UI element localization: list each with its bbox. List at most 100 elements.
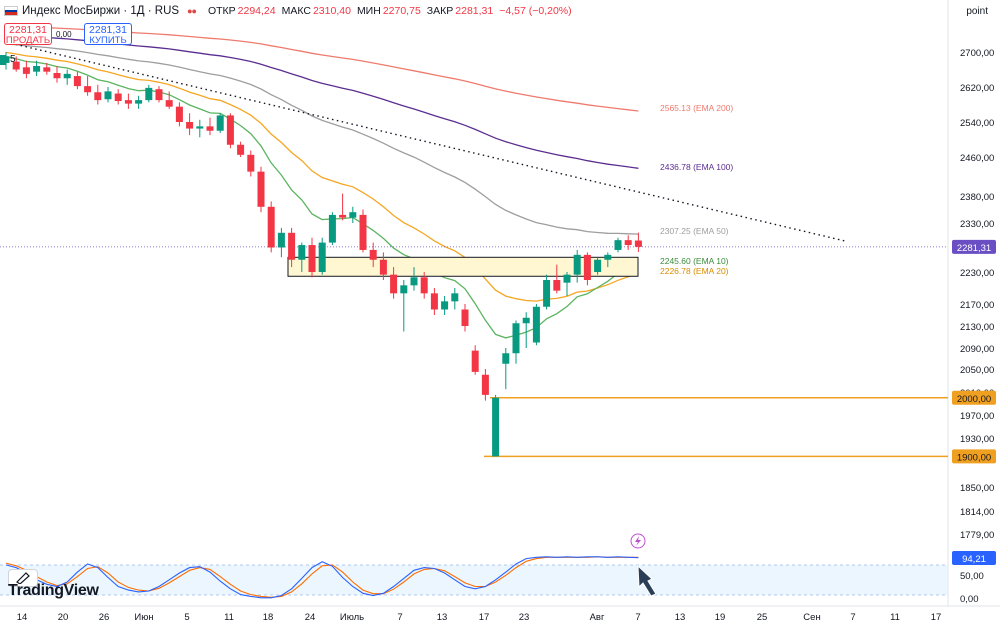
candle-body — [226, 115, 234, 145]
candle-body — [522, 317, 530, 324]
annotation-arrow-icon — [637, 564, 657, 597]
buy-button[interactable]: 2281,31 КУПИТЬ — [84, 23, 132, 46]
change-value: −4,57 (−0,20%) — [499, 5, 572, 17]
candle-body — [379, 259, 387, 275]
time-tick-label: Авг — [590, 612, 605, 623]
ema-label-3: 2307.25 (EMA 50) — [660, 226, 729, 236]
candle-body — [369, 249, 377, 260]
time-tick-label: 11 — [224, 612, 234, 623]
sell-button[interactable]: 2281,31 ПРОДАТЬ — [4, 23, 52, 46]
price-tick-label: 2130,00 — [960, 322, 994, 333]
time-tick-label: Сен — [803, 612, 820, 623]
low-value: 2270,75 — [382, 5, 421, 17]
candle-body — [155, 89, 163, 101]
indicator-dots-icon[interactable]: ●● — [187, 6, 197, 16]
pencil-icon — [16, 572, 30, 584]
candle-body — [186, 122, 194, 129]
lightning-icon — [635, 536, 641, 546]
ema-label-1: 2565.13 (EMA 200) — [660, 103, 733, 113]
stoch-tick-label: 50,00 — [960, 571, 984, 582]
candle-body — [614, 240, 622, 250]
candle-body — [573, 254, 581, 275]
time-tick-label: 19 — [715, 612, 726, 623]
time-tick-label: 7 — [397, 612, 402, 623]
ema-label-2: 2436.78 (EMA 100) — [660, 162, 733, 172]
symbol-header: Индекс МосБиржи · 1Д · RUS ●● ОТКР 2294,2… — [0, 0, 572, 22]
close-value: 2281,31 — [455, 5, 494, 17]
price-tick-label: 2620,00 — [960, 83, 994, 94]
candle-body — [206, 126, 214, 131]
buy-price: 2281,31 — [89, 24, 127, 36]
symbol-title[interactable]: Индекс МосБиржи · 1Д · RUS — [22, 5, 180, 17]
stoch-band — [0, 565, 948, 595]
candle-body — [359, 214, 367, 250]
stoch-tick-label: 0,00 — [960, 594, 979, 605]
candle-body — [288, 232, 296, 260]
candle-body — [441, 301, 449, 310]
candle-body — [53, 73, 61, 79]
candle-body — [543, 280, 551, 307]
time-tick-label: 11 — [890, 612, 900, 623]
candle-body — [461, 309, 469, 326]
price-tick-label: 2700,00 — [960, 48, 994, 59]
candle-body — [532, 306, 540, 343]
candle-body — [430, 293, 438, 310]
candle-body — [471, 350, 479, 372]
price-tick-label: 1814,00 — [960, 507, 994, 518]
drawing-tool-button[interactable] — [8, 569, 38, 587]
axis-mode[interactable]: point — [966, 6, 988, 17]
candle-body — [84, 86, 92, 93]
last-price-text: 2281,31 — [957, 243, 991, 254]
russia-flag-icon — [4, 6, 18, 16]
candle-body — [563, 274, 571, 283]
candle-body — [33, 66, 41, 72]
time-tick-label: Июль — [340, 612, 364, 623]
candle-body — [583, 254, 591, 280]
time-tick-label: 23 — [519, 612, 530, 623]
price-tick-label: 2460,00 — [960, 153, 994, 164]
candle-body — [12, 61, 20, 70]
candle-body — [318, 242, 326, 272]
last-price-badge — [952, 239, 996, 254]
tradingview-watermark: TradingView — [8, 582, 99, 599]
candle-body — [390, 274, 398, 294]
candle-body — [410, 277, 418, 286]
price-tick-label: 2090,00 — [960, 344, 994, 355]
candle-body — [237, 144, 245, 155]
price-tick-label: 1779,00 — [960, 530, 994, 541]
candle-body — [492, 397, 500, 457]
time-tick-label: 13 — [437, 612, 448, 623]
candle-body — [247, 154, 255, 172]
candle-body — [94, 92, 102, 101]
candle-body — [73, 76, 81, 87]
candle-body — [175, 106, 183, 122]
candle-body — [349, 212, 357, 218]
high-value: 2310,40 — [312, 5, 351, 17]
time-tick-label: 17 — [931, 612, 942, 623]
time-tick-label: 14 — [17, 612, 28, 623]
price-tick-label: 2050,00 — [960, 365, 994, 376]
low-label: МИН — [356, 5, 381, 17]
price-tick-label: 2540,00 — [960, 118, 994, 129]
candle-body — [308, 245, 316, 272]
time-tick-label: 18 — [263, 612, 274, 623]
open-value: 2294,24 — [237, 5, 276, 17]
time-tick-label: 13 — [675, 612, 686, 623]
price-tick-label: 2230,00 — [960, 268, 994, 279]
indicator-chip[interactable]: 5 — [0, 54, 16, 65]
price-tick-label: 1970,00 — [960, 411, 994, 422]
close-label: ЗАКР — [426, 5, 454, 17]
ema-label-5: 2226.78 (EMA 20) — [660, 266, 729, 276]
price-tick-label: 1930,00 — [960, 434, 994, 445]
candle-body — [339, 214, 347, 218]
high-label: МАКС — [281, 5, 311, 17]
candle-body — [451, 293, 459, 302]
candle-body — [124, 100, 132, 104]
time-tick-label: 20 — [58, 612, 69, 623]
ema20-line — [5, 51, 639, 302]
sell-label: ПРОДАТЬ — [5, 35, 51, 46]
trendline-dotted — [5, 41, 846, 242]
time-tick-label: Июн — [134, 612, 153, 623]
support-zone — [287, 256, 639, 277]
